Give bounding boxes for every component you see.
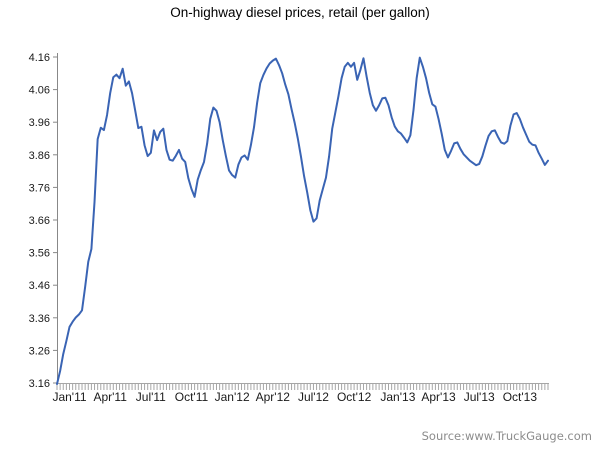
y-axis: 3.16 3.26 3.36 3.46 3.56 3.66 3.76 3.86 3.96 4.06… [29, 52, 58, 390]
y-tick-label: 4.16 [29, 52, 50, 64]
chart-title: On-highway diesel prices, retail (per ga… [170, 5, 430, 20]
y-tick-label: 3.36 [29, 313, 50, 325]
source-attribution: Source:www.TruckGauge.com [422, 429, 592, 443]
y-tick-label: 3.56 [29, 248, 50, 260]
y-tick-label: 3.26 [29, 345, 50, 357]
x-tick-label: Apr'13 [421, 390, 456, 404]
y-tick-label: 4.06 [29, 85, 50, 97]
x-tick-label: Apr'12 [256, 390, 291, 404]
x-tick-label: Oct'11 [175, 390, 209, 404]
x-tick-label: Apr'11 [93, 390, 127, 404]
y-tick-label: 3.16 [29, 378, 50, 390]
y-tick-label: 3.66 [29, 215, 50, 227]
x-tick-label: Jul'11 [136, 390, 166, 404]
x-axis [56, 383, 549, 390]
x-axis-labels: Jan'11 Apr'11 Jul'11 Oct'11 Jan'12 Apr'12 Jul'… [52, 390, 537, 404]
x-tick-label: Jan'13 [380, 390, 415, 404]
y-tick-label: 3.46 [29, 280, 50, 292]
y-tick-label: 3.86 [29, 150, 50, 162]
x-tick-label: Jan'12 [215, 390, 250, 404]
x-tick-label: Jul'12 [298, 390, 329, 404]
diesel-price-line [56, 56, 549, 385]
x-tick-label: Oct'13 [503, 390, 538, 404]
y-tick-label: 3.76 [29, 182, 50, 194]
x-tick-label: Oct'12 [337, 390, 372, 404]
x-tick-label: Jul'13 [464, 390, 495, 404]
x-tick-label: Jan'11 [52, 390, 86, 404]
y-tick-label: 3.96 [29, 117, 50, 129]
